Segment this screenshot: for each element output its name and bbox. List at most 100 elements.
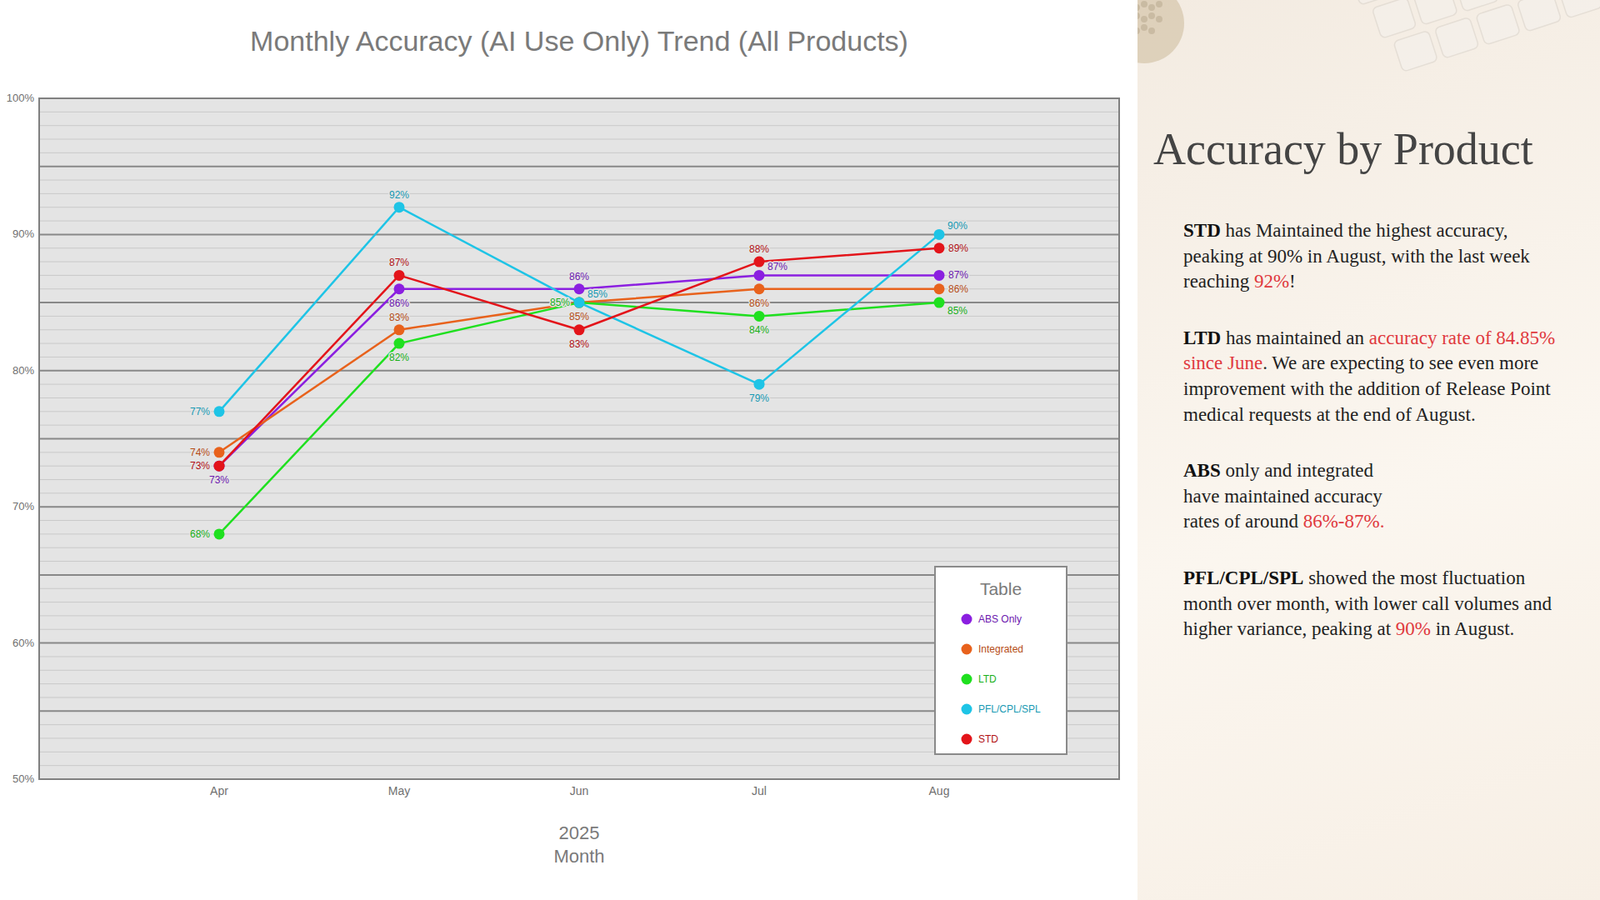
plant-decoration: [1137, 0, 1185, 64]
point: [214, 460, 225, 472]
minor-grid-line: [39, 206, 1120, 208]
paragraph: PFL/CPL/SPL showed the most fluctuation …: [1183, 565, 1567, 643]
point: [934, 242, 945, 254]
series-line: [219, 289, 940, 453]
minor-grid-line: [39, 425, 1120, 426]
legend-marker: [961, 674, 973, 685]
paragraph: STD has Maintained the highest accuracy,…: [1183, 218, 1567, 295]
product-name: PFL/CPL/SPL: [1183, 567, 1304, 589]
keyboard-decoration: [1329, 0, 1600, 81]
keyboard-key: [1516, 0, 1562, 32]
x-axis-title: Month: [553, 845, 605, 867]
plant-pot: [1137, 0, 1185, 64]
chart-title: Monthly Accuracy (AI Use Only) Trend (Al…: [250, 25, 909, 57]
plant-leaf: [1140, 0, 1148, 8]
data-label: 84%: [749, 324, 770, 336]
paragraph: ABS only and integrated have maintained …: [1183, 458, 1409, 535]
plant-leaf: [1155, 15, 1163, 23]
y-tick-label: 60%: [12, 636, 35, 650]
legend-label: STD: [978, 733, 999, 745]
x-tick-label: Jun: [570, 784, 590, 798]
paragraphs: STD has Maintained the highest accuracy,…: [1183, 218, 1567, 674]
minor-grid-line: [39, 384, 1120, 385]
data-label: 73%: [209, 474, 230, 486]
data-label: 87%: [389, 256, 410, 269]
series-line: [219, 302, 940, 535]
minor-grid-line: [39, 765, 1120, 766]
point: [934, 229, 945, 240]
plant-leaf: [1148, 4, 1155, 11]
minor-grid-line: [39, 152, 1120, 154]
data-label: 89%: [948, 242, 969, 255]
legend-marker: [961, 644, 973, 655]
y-tick-label: 90%: [12, 227, 35, 240]
keyboard-key: [1558, 0, 1600, 19]
decoration: [1137, 0, 1600, 217]
minor-grid-line: [39, 139, 1120, 140]
text-span: !: [1289, 270, 1296, 292]
point: [214, 405, 225, 417]
legend-label: LTD: [978, 673, 997, 685]
legend-marker: [961, 614, 973, 625]
legend-marker: [961, 704, 973, 715]
point: [934, 283, 945, 295]
data-label: 85%: [550, 296, 570, 309]
data: [214, 201, 945, 540]
product-name: ABS: [1183, 460, 1221, 481]
text-span: has Maintained the highest accuracy, pea…: [1183, 220, 1530, 292]
keyboard-key: [1475, 3, 1521, 45]
keyboard-key: [1371, 0, 1417, 39]
major-grid-line: [39, 438, 1120, 440]
highlight-text: 92%: [1254, 270, 1290, 292]
plot-frame: [39, 98, 1120, 780]
grid: [39, 98, 1120, 780]
minor-grid-line: [39, 547, 1120, 549]
point: [754, 283, 765, 295]
plant-leaf: [1137, 27, 1140, 35]
plot-background: [39, 98, 1120, 780]
point: [574, 324, 585, 335]
data-label: 83%: [569, 338, 590, 350]
data-label: 79%: [749, 392, 770, 405]
data-label: 86%: [948, 283, 969, 295]
series-line: [219, 207, 940, 412]
plant-leaf: [1140, 15, 1148, 23]
legend: TableABS OnlyIntegratedLTDPFL/CPL/SPLSTD: [935, 566, 1067, 755]
minor-grid-line: [39, 193, 1120, 195]
point: [214, 528, 225, 540]
point: [394, 201, 405, 213]
y-tick-label: 100%: [6, 91, 35, 105]
product-name: LTD: [1183, 327, 1221, 349]
minor-grid-line: [39, 492, 1120, 494]
point: [934, 297, 945, 309]
data-label: 74%: [190, 446, 210, 459]
x-tick-labels: AprMayJunJulAug: [210, 784, 950, 798]
plant-leaf: [1140, 24, 1148, 31]
series-line: [219, 248, 940, 466]
legend-box: [935, 566, 1067, 755]
x-tick-label: Apr: [210, 784, 229, 798]
data-label: 68%: [190, 528, 210, 540]
point: [574, 297, 585, 309]
y-tick-label: 80%: [12, 364, 35, 377]
grid-line: [39, 505, 1120, 508]
plant-leaf: [1137, 12, 1140, 20]
minor-grid-line: [39, 125, 1120, 126]
point: [394, 283, 405, 295]
minor-grid-line: [39, 356, 1120, 358]
keyboard-key: [1434, 16, 1480, 59]
data-label: 87%: [948, 269, 969, 281]
major-grid-line: [39, 165, 1120, 168]
data-label: 86%: [749, 297, 770, 310]
data-label: 86%: [569, 270, 590, 283]
highlight-text: 86%-87%.: [1303, 510, 1385, 532]
data-label: 90%: [947, 220, 968, 232]
minor-grid-line: [39, 479, 1120, 480]
minor-grid-line: [39, 111, 1120, 113]
plant-leaf: [1155, 0, 1163, 8]
data-label: 85%: [569, 310, 590, 323]
point: [754, 256, 765, 268]
keyboard-key: [1413, 0, 1459, 25]
data-label: 86%: [389, 297, 410, 310]
minor-grid-line: [39, 261, 1120, 263]
